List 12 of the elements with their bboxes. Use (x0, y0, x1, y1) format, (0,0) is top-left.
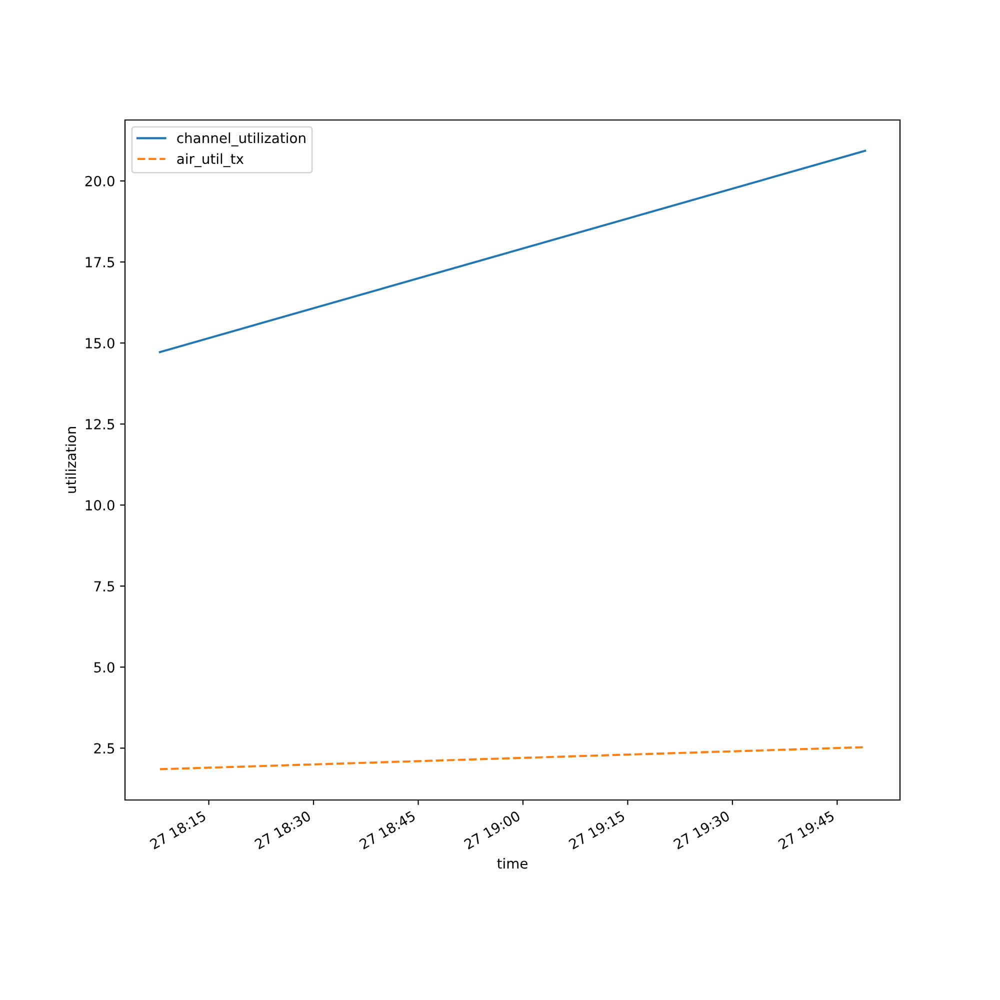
y-tick-label: 2.5 (94, 743, 114, 754)
legend-label: air_util_tx (177, 153, 244, 168)
y-tick-label: 15.0 (86, 338, 114, 348)
legend-label: channel_utilization (177, 132, 306, 146)
y-tick-label: 5.0 (94, 662, 114, 673)
y-tick-label: 7.5 (94, 581, 114, 592)
y-tick-label: 20.0 (85, 176, 114, 186)
y-tick-label: 10.0 (86, 500, 114, 511)
y-axis-title: utilization (65, 427, 76, 493)
x-axis-title: time (497, 858, 528, 869)
y-tick-label: 12.5 (86, 418, 114, 430)
y-tick-label: 17.5 (86, 257, 114, 268)
